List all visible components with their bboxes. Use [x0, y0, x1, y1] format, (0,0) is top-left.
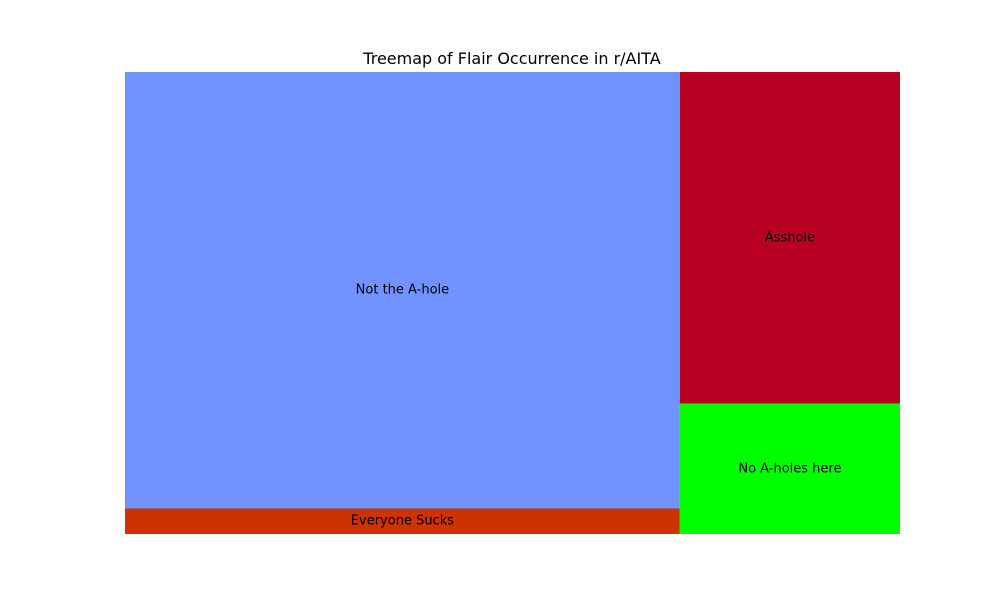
treemap-tile-not-the-a-hole — [125, 72, 680, 509]
treemap-tile-no-a-holes-here — [679, 403, 900, 534]
treemap-tile-asshole — [679, 72, 900, 404]
treemap-tiles: Not the A-hole Everyone Sucks Asshole No A-… — [125, 72, 900, 534]
chart-title: Treemap of Flair Occurrence in r/AITA — [362, 49, 660, 68]
treemap-tile-everyone-sucks — [125, 508, 680, 534]
treemap-label-asshole: Asshole — [765, 230, 815, 245]
treemap-label-not-the-a-hole: Not the A-hole — [356, 283, 449, 298]
treemap-label-no-a-holes-here: No A-holes here — [738, 461, 841, 476]
treemap-label-everyone-sucks: Everyone Sucks — [351, 514, 454, 529]
